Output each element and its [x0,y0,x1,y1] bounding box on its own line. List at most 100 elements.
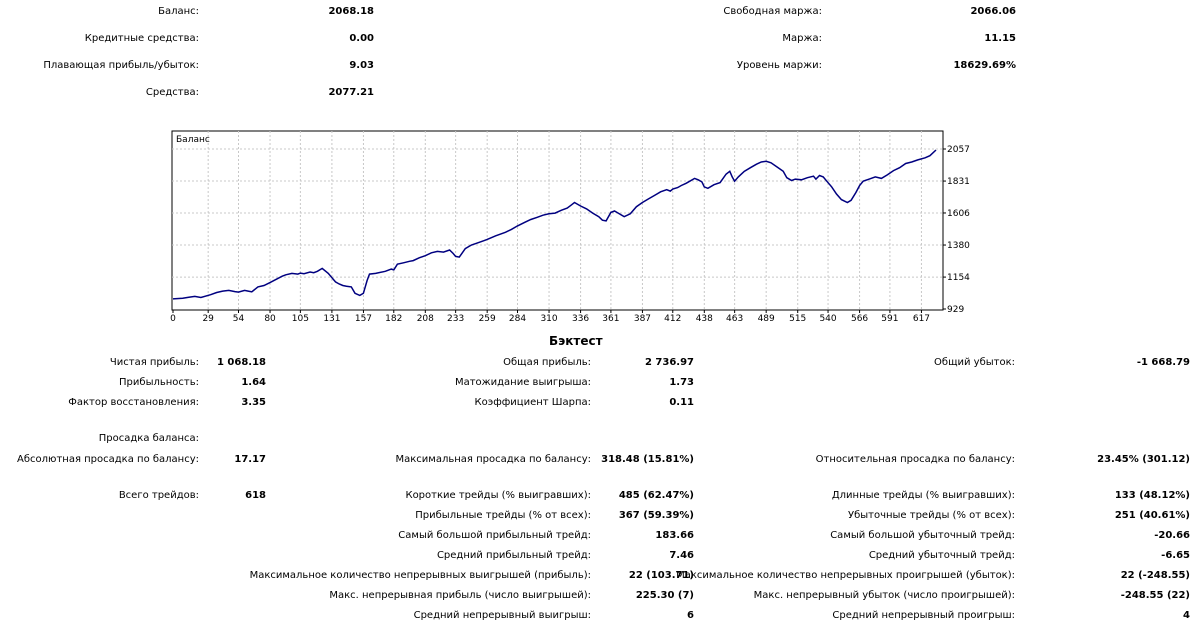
x-tick-label: 310 [540,314,557,324]
credit-value: 0.00 [349,33,374,44]
long-trades-label: Длинные трейды (% выигравших): [831,490,1015,501]
x-tick-label: 54 [233,314,245,324]
absolute-drawdown-value: 17.17 [234,454,266,465]
x-tick-label: 515 [789,314,806,324]
free-margin-label: Свободная маржа: [723,6,822,17]
profit-factor-label: Прибыльность: [119,377,199,388]
margin-level-value: 18629.69% [953,60,1016,71]
expected-payoff-label: Матожидание выигрыша: [454,377,591,388]
chart-title: Баланс [176,135,210,145]
max-consecutive-wins-label: Максимальное количество непрерывных выиг… [249,570,591,581]
gross-profit-value: 2 736.97 [644,357,694,368]
max-drawdown-label: Максимальная просадка по балансу: [395,454,591,465]
margin-level-label: Уровень маржи: [736,60,822,71]
avg-profit-value: 7.46 [669,550,694,561]
gross-profit-label: Общая прибыль: [503,357,591,368]
y-tick-label: 929 [947,305,964,315]
x-tick-label: 182 [385,314,402,324]
total-trades-label: Всего трейдов: [118,490,199,501]
y-tick-label: 1606 [947,209,970,219]
gross-loss-value: -1 668.79 [1136,357,1190,368]
x-tick-label: 361 [602,314,619,324]
equity-value: 2077.21 [328,87,374,98]
max-consecutive-losses-value: 22 (-248.55) [1120,570,1190,581]
loss-trades-label: Убыточные трейды (% от всех): [847,510,1015,521]
sharpe-ratio-value: 0.11 [669,397,694,408]
x-tick-label: 80 [264,314,276,324]
x-tick-label: 105 [292,314,309,324]
x-tick-label: 284 [509,314,526,324]
avg-loss-value: -6.65 [1161,550,1190,561]
chart-grid [172,131,943,310]
balance-value: 2068.18 [328,6,374,17]
max-consecutive-wins-value: 22 (103.71) [628,570,694,581]
recovery-factor-label: Фактор восстановления: [68,397,199,408]
y-tick-label: 1380 [947,241,970,251]
largest-loss-label: Самый большой убыточный трейд: [830,530,1015,541]
x-tick-label: 157 [355,314,372,324]
largest-profit-label: Самый большой прибыльный трейд: [398,530,591,541]
long-trades-value: 133 (48.12%) [1114,490,1190,501]
x-tick-label: 29 [202,314,214,324]
max-consecutive-loss-value: -248.55 (22) [1120,590,1190,601]
chart-x-axis: 0 29 54 80 105 131 157 182 208 233 259 284 310 336 361… [170,310,930,324]
absolute-drawdown-label: Абсолютная просадка по балансу: [17,454,199,465]
equity-label: Средства: [145,87,199,98]
x-tick-label: 463 [726,314,743,324]
x-tick-label: 259 [479,314,496,324]
avg-consecutive-wins-value: 6 [687,610,694,621]
max-consecutive-loss-label: Макс. непрерывный убыток (число проигрыш… [753,590,1015,601]
x-tick-label: 336 [572,314,589,324]
free-margin-value: 2066.06 [970,6,1016,17]
x-tick-label: 438 [696,314,713,324]
balance-chart: 2057 1831 1606 1380 1154 929 0 29 54 80 105 131 157… [170,130,970,324]
short-trades-value: 485 (62.47%) [618,490,694,501]
margin-label: Маржа: [782,33,822,44]
floating-pl-label: Плавающая прибыль/убыток: [43,60,199,71]
x-tick-label: 489 [758,314,775,324]
short-trades-label: Короткие трейды (% выигравших): [405,490,591,501]
avg-consecutive-losses-value: 4 [1183,610,1190,621]
expected-payoff-value: 1.73 [669,377,694,388]
x-tick-label: 387 [634,314,651,324]
relative-drawdown-value: 23.45% (301.12) [1097,454,1190,465]
x-tick-label: 591 [881,314,898,324]
max-drawdown-value: 318.48 (15.81%) [601,454,694,465]
floating-pl-value: 9.03 [349,60,374,71]
max-consecutive-profit-value: 225.30 (7) [635,590,694,601]
backtest-title: Бэктест [549,334,603,348]
profit-factor-value: 1.64 [241,377,266,388]
margin-value: 11.15 [984,33,1016,44]
x-tick-label: 540 [819,314,836,324]
balance-drawdown-label: Просадка баланса: [98,433,199,444]
x-tick-label: 233 [447,314,464,324]
balance-line-series [172,149,937,300]
y-tick-label: 2057 [947,145,970,155]
gross-loss-label: Общий убыток: [934,357,1015,368]
profit-trades-value: 367 (59.39%) [618,510,694,521]
x-tick-label: 0 [170,314,176,324]
relative-drawdown-label: Относительная просадка по балансу: [815,454,1015,465]
y-tick-label: 1154 [947,273,970,283]
max-consecutive-profit-label: Макс. непрерывная прибыль (число выигрыш… [329,590,591,601]
x-tick-label: 208 [417,314,434,324]
x-tick-label: 412 [664,314,681,324]
largest-profit-value: 183.66 [655,530,694,541]
credit-label: Кредитные средства: [84,33,199,44]
avg-loss-label: Средний убыточный трейд: [868,550,1015,561]
total-trades-value: 618 [245,490,266,501]
chart-plot-area [171,130,944,311]
recovery-factor-value: 3.35 [241,397,266,408]
avg-consecutive-losses-label: Средний непрерывный проигрыш: [832,610,1015,621]
largest-loss-value: -20.66 [1154,530,1190,541]
x-tick-label: 131 [323,314,340,324]
x-tick-label: 566 [851,314,868,324]
x-tick-label: 617 [913,314,930,324]
chart-y-axis: 2057 1831 1606 1380 1154 929 [943,145,970,315]
avg-profit-label: Средний прибыльный трейд: [436,550,591,561]
avg-consecutive-wins-label: Средний непрерывный выигрыш: [413,610,591,621]
net-profit-label: Чистая прибыль: [109,357,199,368]
net-profit-value: 1 068.18 [216,357,266,368]
loss-trades-value: 251 (40.61%) [1114,510,1190,521]
balance-label: Баланс: [158,6,199,17]
